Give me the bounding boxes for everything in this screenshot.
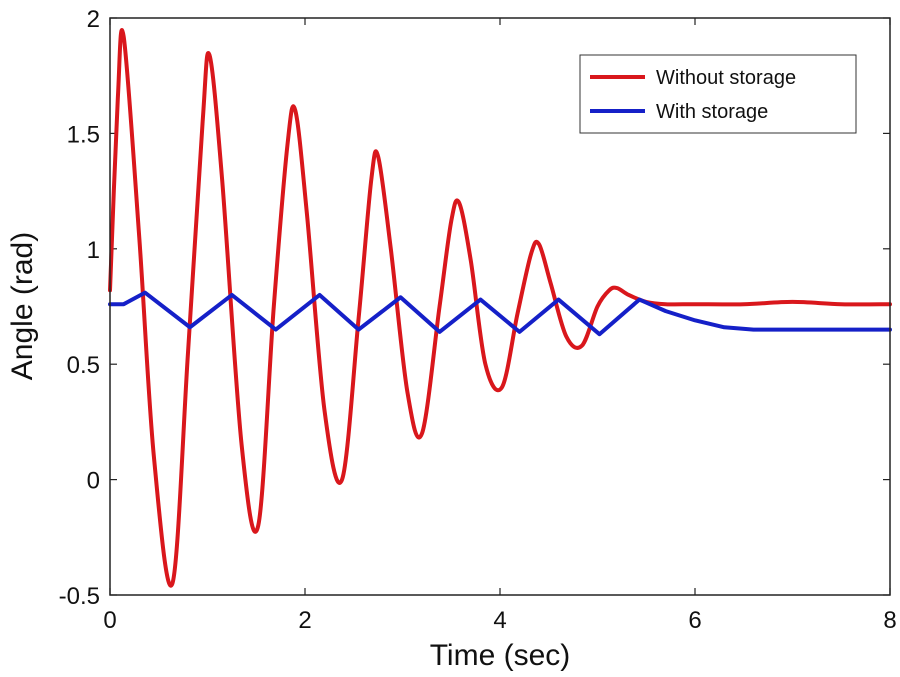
plot-frame [109,17,891,596]
legend-label-without-storage: Without storage [656,67,796,89]
x-tick-label: 6 [688,607,701,634]
series-layer [108,28,892,588]
legend: Without storage With storage [579,54,857,134]
y-tick-label: 0 [87,468,100,495]
y-axis-label: Angle (rad) [6,232,39,380]
y-tick-label: 2 [87,6,100,33]
x-tick-label: 4 [493,607,506,634]
series-with-storage [108,290,892,337]
tick-labels: 0 2 4 6 8-0.500.511.52 [59,6,897,634]
series-without-storage [108,28,892,588]
y-tick-label: -0.5 [59,583,100,610]
x-tick-label: 8 [883,607,896,634]
y-tick-label: 0.5 [67,352,100,379]
legend-box [579,54,857,134]
legend-label-with-storage: With storage [656,101,768,123]
x-tick-label: 2 [298,607,311,634]
y-tick-label: 1 [87,237,100,264]
x-axis-label: Time (sec) [430,639,571,672]
x-tick-label: 0 [103,607,116,634]
y-tick-label: 1.5 [67,121,100,148]
